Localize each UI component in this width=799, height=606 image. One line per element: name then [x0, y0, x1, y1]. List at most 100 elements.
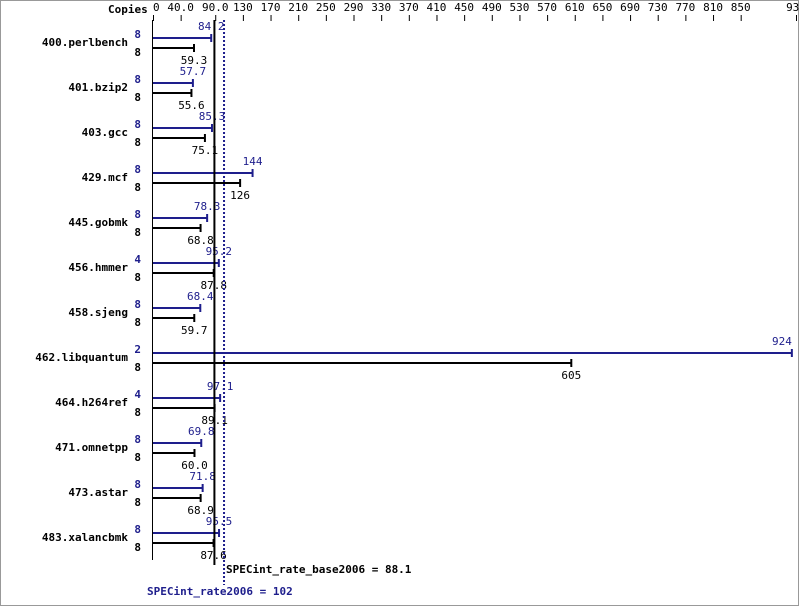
x-tick-label: 170: [261, 1, 281, 14]
value-label: 605: [561, 369, 581, 382]
bar: [153, 397, 221, 399]
x-tick-label: 0: [153, 1, 160, 14]
mean-label: SPECint_rate2006 = 102: [147, 585, 293, 598]
bar: [153, 307, 201, 309]
value-label: 78.3: [194, 200, 221, 213]
value-label: 924: [772, 335, 792, 348]
bar: [153, 497, 201, 499]
bar: [153, 172, 253, 174]
bar: [153, 542, 214, 544]
copies-label: 8: [134, 316, 141, 329]
value-label: 85.3: [199, 110, 226, 123]
copies-label: 8: [134, 406, 141, 419]
value-label: 59.3: [181, 54, 208, 67]
copies-label: 8: [134, 451, 141, 464]
axis-title: Copies: [108, 3, 148, 16]
copies-label: 8: [134, 298, 141, 311]
benchmark-label: 401.bzip2: [68, 81, 128, 94]
benchmark-label: 464.h264ref: [55, 396, 128, 409]
value-label: 95.2: [206, 245, 233, 258]
copies-label: 8: [134, 46, 141, 59]
x-tick-label: 450: [454, 1, 474, 14]
copies-label: 8: [134, 541, 141, 554]
x-tick-label: 570: [537, 1, 557, 14]
bar: [153, 137, 205, 139]
value-label: 144: [243, 155, 263, 168]
bar: [153, 272, 214, 274]
x-tick-label: 210: [288, 1, 308, 14]
x-tick-label: 40.0: [167, 1, 194, 14]
value-label: 68.9: [187, 504, 214, 517]
value-label: 97.1: [207, 380, 234, 393]
copies-label: 4: [134, 388, 141, 401]
x-tick-label: 490: [482, 1, 502, 14]
value-label: 71.8: [189, 470, 216, 483]
x-tick-label: 770: [675, 1, 695, 14]
copies-label: 8: [134, 478, 141, 491]
value-label: 60.0: [181, 459, 208, 472]
value-label: 126: [230, 189, 250, 202]
bar: [153, 452, 195, 454]
copies-label: 8: [134, 496, 141, 509]
benchmark-label: 458.sjeng: [68, 306, 128, 319]
copies-label: 8: [134, 91, 141, 104]
copies-label: 8: [134, 73, 141, 86]
bar: [153, 92, 192, 94]
benchmark-label: 483.xalancbmk: [42, 531, 128, 544]
x-tick-label: 850: [731, 1, 751, 14]
bar: [153, 227, 201, 229]
bar: [153, 352, 792, 354]
bar: [153, 47, 194, 49]
copies-label: 8: [134, 271, 141, 284]
x-tick-label: 930: [786, 1, 799, 14]
benchmark-label: 403.gcc: [82, 126, 128, 139]
bar: [153, 487, 203, 489]
x-tick-label: 650: [592, 1, 612, 14]
copies-label: 8: [134, 433, 141, 446]
value-label: 68.8: [187, 234, 214, 247]
value-label: 68.4: [187, 290, 214, 303]
copies-label: 8: [134, 226, 141, 239]
copies-label: 8: [134, 181, 141, 194]
value-label: 95.5: [206, 515, 233, 528]
value-label: 55.6: [178, 99, 205, 112]
bar: [153, 37, 212, 39]
bar: [153, 82, 193, 84]
bar: [153, 442, 202, 444]
x-tick-label: 530: [510, 1, 530, 14]
benchmark-label: 429.mcf: [82, 171, 128, 184]
benchmark-label: 462.libquantum: [35, 351, 128, 364]
value-label: 84.2: [198, 20, 225, 33]
benchmark-label: 445.gobmk: [68, 216, 128, 229]
bar: [153, 127, 212, 129]
copies-label: 8: [134, 208, 141, 221]
x-tick-label: 730: [648, 1, 668, 14]
x-tick-label: 410: [427, 1, 447, 14]
bar: [153, 362, 572, 364]
benchmark-label: 473.astar: [68, 486, 128, 499]
bar: [153, 407, 215, 409]
x-tick-label: 330: [371, 1, 391, 14]
benchmark-label: 456.hmmer: [68, 261, 128, 274]
bar: [153, 262, 219, 264]
x-tick-label: 690: [620, 1, 640, 14]
x-tick-label: 810: [703, 1, 723, 14]
benchmark-label: 471.omnetpp: [55, 441, 128, 454]
copies-label: 8: [134, 28, 141, 41]
copies-label: 4: [134, 253, 141, 266]
x-tick-label: 370: [399, 1, 419, 14]
bar: [153, 317, 195, 319]
value-label: 57.7: [180, 65, 207, 78]
mean-label: SPECint_rate_base2006 = 88.1: [226, 563, 412, 576]
bar: [153, 182, 241, 184]
copies-label: 8: [134, 361, 141, 374]
bar: [153, 532, 220, 534]
value-label: 75.1: [192, 144, 219, 157]
copies-label: 2: [134, 343, 141, 356]
value-label: 59.7: [181, 324, 208, 337]
bar: [153, 217, 208, 219]
value-label: 69.8: [188, 425, 215, 438]
x-tick-label: 250: [316, 1, 336, 14]
x-tick-label: 290: [344, 1, 364, 14]
